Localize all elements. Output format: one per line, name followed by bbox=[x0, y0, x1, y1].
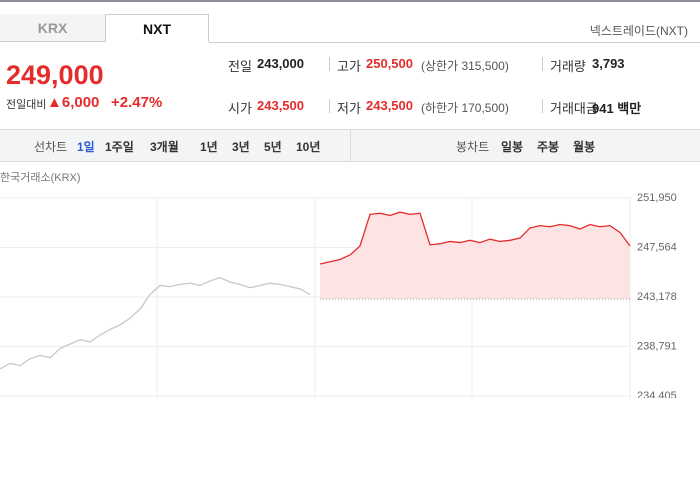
info-label: 고가 bbox=[337, 59, 361, 74]
y-tick-label: 243,178 bbox=[637, 291, 677, 303]
market-link[interactable]: 넥스트레이드(NXT) bbox=[589, 24, 688, 38]
info-label: 거래대금 bbox=[550, 101, 598, 116]
line bbox=[319, 211, 631, 265]
info-value: 243,000 bbox=[257, 56, 304, 71]
toolbar-divider bbox=[350, 130, 351, 161]
period-button[interactable]: 1일 bbox=[77, 140, 95, 154]
y-tick-label: 251,950 bbox=[637, 192, 677, 204]
period-button[interactable]: 5년 bbox=[264, 140, 282, 154]
period-button[interactable]: 3개월 bbox=[150, 140, 179, 154]
price: 249,000 bbox=[6, 60, 104, 90]
area bbox=[320, 212, 630, 300]
separator bbox=[329, 57, 330, 71]
y-tick-label: 247,564 bbox=[637, 241, 677, 253]
tab[interactable]: KRX bbox=[0, 14, 105, 42]
change-rate: +2.47% bbox=[111, 94, 163, 111]
info-value: 941 백만 bbox=[592, 101, 642, 116]
info-value: 243,500 bbox=[257, 98, 304, 113]
period-button[interactable]: 10년 bbox=[296, 140, 321, 154]
chart-title: 한국거래소(KRX) bbox=[0, 171, 81, 184]
info-label: 저가 bbox=[337, 101, 361, 116]
change: ▲6,000 bbox=[47, 94, 100, 111]
tab-line bbox=[209, 42, 700, 43]
period-button[interactable]: 월봉 bbox=[573, 140, 596, 154]
info-note: (상한가 315,500) bbox=[421, 59, 509, 73]
separator bbox=[542, 57, 543, 71]
period-button[interactable]: 3년 bbox=[232, 140, 250, 154]
chart: 한국거래소(KRX) 234,405 238,791 243,178 247,564 2… bbox=[0, 171, 677, 398]
info-note: (하한가 170,500) bbox=[421, 101, 509, 115]
change-label: 전일대비 bbox=[6, 99, 47, 111]
separator bbox=[329, 99, 330, 113]
period-button[interactable]: 일봉 bbox=[501, 140, 524, 154]
separator bbox=[542, 99, 543, 113]
info-label: 거래량 bbox=[550, 59, 586, 74]
y-tick-label: 234,405 bbox=[637, 390, 677, 398]
info-value: 250,500 bbox=[366, 56, 413, 71]
line bbox=[0, 276, 311, 370]
period-button[interactable]: 주봉 bbox=[537, 140, 560, 154]
info-label: 전일 bbox=[228, 59, 252, 74]
period-button[interactable]: 1주일 bbox=[105, 140, 134, 154]
toolbar-label: 봉차트 bbox=[456, 140, 490, 154]
info-value: 243,500 bbox=[366, 98, 413, 113]
period-button[interactable]: 1년 bbox=[200, 140, 218, 154]
tab[interactable]: NXT bbox=[105, 14, 209, 42]
y-tick-label: 238,791 bbox=[637, 340, 677, 352]
info-label: 시가 bbox=[228, 101, 252, 116]
info-value: 3,793 bbox=[592, 56, 625, 71]
toolbar-label: 선차트 bbox=[34, 140, 68, 154]
